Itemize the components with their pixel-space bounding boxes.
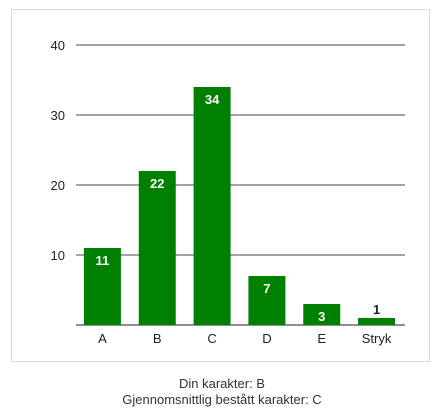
data-label-stryk: 1 <box>373 302 380 317</box>
bar-stryk <box>358 318 396 325</box>
your-grade-caption: Din karakter: B <box>179 376 265 391</box>
label-layer: 10 20 30 40 11 A 22 B 34 C 7 D 3 E 1 Stryk <box>51 38 392 346</box>
x-tick-label-d: D <box>262 331 271 346</box>
x-tick-label-e: E <box>317 331 326 346</box>
y-tick-label: 30 <box>51 108 65 123</box>
x-tick-label-b: B <box>153 331 162 346</box>
data-label-a: 11 <box>96 253 110 268</box>
grid-layer <box>76 44 405 326</box>
x-tick-label-c: C <box>207 331 216 346</box>
data-label-c: 34 <box>205 92 220 107</box>
bar-a <box>83 248 121 325</box>
x-tick-label-stryk: Stryk <box>362 331 392 346</box>
bar-e <box>303 304 341 325</box>
bar-d <box>248 276 286 325</box>
x-tick-label-a: A <box>98 331 107 346</box>
bar-b <box>138 171 176 325</box>
bar-c <box>193 87 231 325</box>
data-label-b: 22 <box>150 176 164 191</box>
average-grade-caption: Gjennomsnittlig bestått karakter: C <box>122 392 322 407</box>
data-label-d: 7 <box>263 281 270 296</box>
bar-layer <box>83 87 396 325</box>
grade-distribution-chart: 10 20 30 40 11 A 22 B 34 C 7 D 3 E 1 Stryk <box>51 38 405 346</box>
y-tick-label: 40 <box>51 38 65 53</box>
data-label-e: 3 <box>318 309 325 324</box>
y-tick-label: 20 <box>51 178 65 193</box>
y-tick-label: 10 <box>51 248 65 263</box>
